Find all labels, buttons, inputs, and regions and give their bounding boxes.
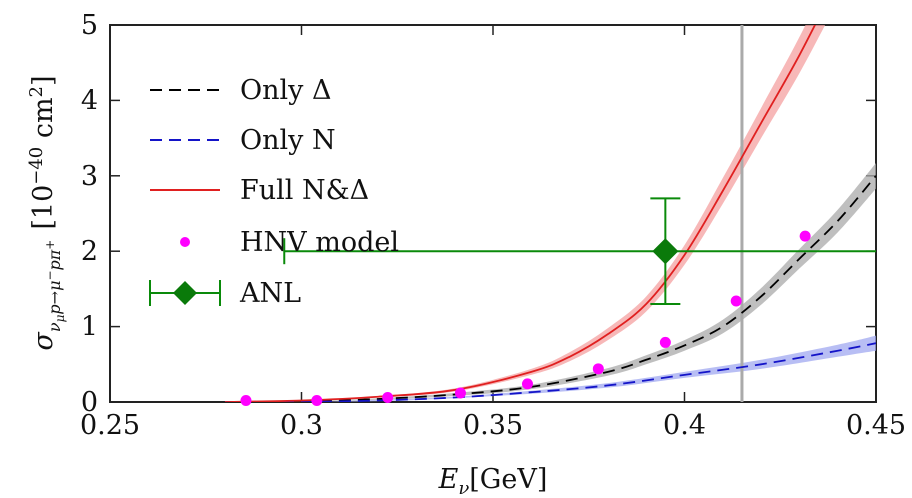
hnv-point: [730, 295, 742, 307]
legend-anl-swatch: [149, 280, 221, 306]
y-tick-label: 0: [81, 387, 98, 418]
legend-full-label: Full N&Δ: [240, 175, 369, 206]
legend-hnv-swatch: [180, 237, 190, 247]
hnv-point: [240, 394, 252, 406]
x-tick-label: 0.3: [280, 410, 323, 441]
hnv-point: [521, 378, 533, 390]
series-lines: [224, 25, 876, 402]
band-full: [224, 25, 826, 402]
uncertainty-bands: [224, 25, 876, 402]
x-tick-label: 0.4: [663, 410, 706, 441]
x-tick-label: 0.45: [846, 410, 906, 441]
line-full: [224, 25, 817, 402]
y-tick-label: 5: [81, 10, 98, 41]
hnv-point: [799, 230, 811, 242]
legend-hnv-label: HNV model: [240, 227, 399, 258]
y-axis-label: σνμp→μ−pπ+[10−40 cm2]: [26, 75, 67, 350]
anl-point: [652, 238, 679, 265]
x-tick-label: 0.35: [463, 410, 523, 441]
y-tick-label: 4: [81, 85, 98, 116]
hnv-point: [454, 387, 466, 399]
legend: Only Δ Only N Full N&Δ HNV model ANL: [149, 75, 399, 309]
hnv-point: [382, 391, 394, 403]
x-axis-label: Eν[GeV]: [438, 464, 548, 498]
axis-ticks: 0.25 0.3 0.35 0.4 0.45 0 1 2 3 4 5: [80, 10, 906, 441]
x-tick-label: 0.25: [80, 410, 140, 441]
legend-anl-label: ANL: [239, 278, 301, 309]
hnv-point: [311, 394, 323, 406]
y-tick-label: 3: [81, 161, 98, 192]
y-tick-label: 1: [81, 312, 98, 343]
series-points: [240, 197, 876, 406]
hnv-point: [592, 363, 604, 375]
y-tick-label: 2: [81, 236, 98, 267]
legend-only-delta-label: Only Δ: [240, 75, 332, 106]
legend-only-n-label: Only N: [240, 125, 336, 156]
band-only-n: [224, 335, 876, 402]
line-only-n: [224, 342, 876, 402]
line-only-delta: [224, 175, 876, 402]
hnv-point: [659, 336, 671, 348]
